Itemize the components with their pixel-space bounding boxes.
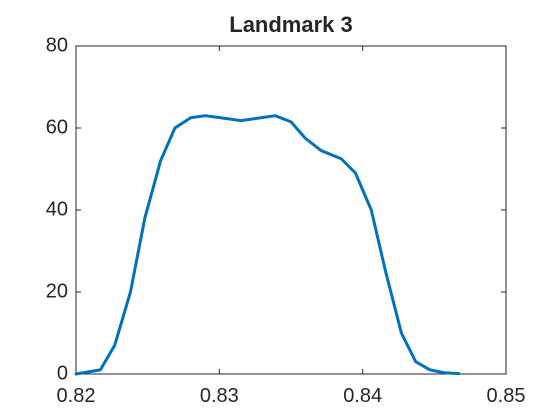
data-line [74,114,461,376]
y-tick-label: 60 [46,116,68,138]
y-tick-label: 80 [46,34,68,56]
y-tick-label: 0 [57,362,68,384]
chart-title: Landmark 3 [229,12,353,37]
x-tick-label: 0.83 [200,385,239,407]
y-tick-label: 40 [46,198,68,220]
x-tick-label: 0.82 [57,385,96,407]
x-tick-label: 0.85 [487,385,526,407]
y-tick-label: 20 [46,280,68,302]
x-tick-label: 0.84 [343,385,382,407]
